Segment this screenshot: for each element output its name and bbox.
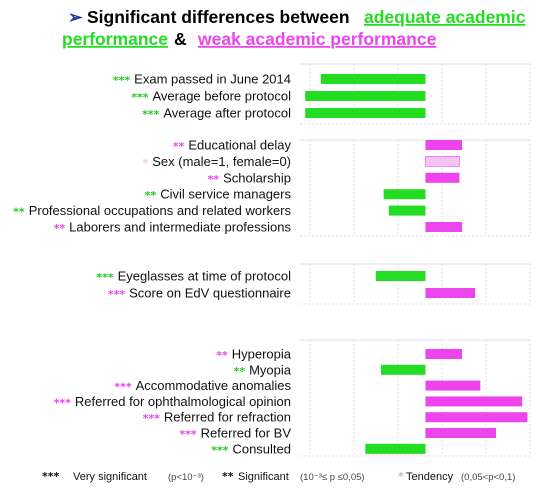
chart-row: Sex (male=1, female=0)* [143,154,460,169]
slide-title: ➢ Significant differences between adequa… [62,7,526,49]
bar-weak [425,349,463,359]
row-label: Consulted [232,441,291,456]
chart-row: Exam passed in June 2014*** [113,72,426,87]
row-label: Exam passed in June 2014 [134,72,291,87]
title-bullet-icon: ➢ [68,7,84,27]
bar-adequate [383,189,426,200]
row-label: Scholarship [223,170,291,185]
row-label: Eyeglasses at time of protocol [118,269,292,284]
bar-weak [425,288,476,298]
significance-stars: ** [208,173,220,186]
chart-row: Average before protocol*** [131,89,426,104]
title-ampersand: & [174,29,187,49]
chart-row: Laborers and intermediate professions** [54,220,463,235]
bar-weak [425,222,463,232]
bar-weak [425,140,463,150]
row-label: Sex (male=1, female=0) [152,154,291,169]
bar-weak [425,396,523,407]
significance-stars: ** [216,349,228,362]
significance-stars: *** [142,108,160,121]
significance-stars: ** [234,365,246,378]
legend-significant-label: Significant [238,471,289,483]
significance-stars: *** [131,91,149,104]
title-text: Significant differences between [87,7,350,27]
row-label: Score on EdV questionnaire [129,286,291,301]
chart-row: Professional occupations and related wor… [13,203,426,219]
significance-stars: ** [173,140,185,153]
bar-adequate [388,205,426,216]
chart-panel-3 [300,263,531,305]
significance-stars: *** [54,396,72,409]
significance-stars: *** [211,444,229,457]
chart-row: Average after protocol*** [142,106,426,121]
legend-tendency-stars: * [398,470,404,483]
legend-tendency-label: Tendency [406,471,454,483]
row-label: Accommodative anomalies [136,378,292,393]
chart-panel-2 [300,139,531,237]
chart-row: Referred for BV *** [179,426,497,441]
chart-row: Hyperopia ** [216,347,463,362]
bar-adequate [320,74,426,84]
bar-weak [425,172,460,183]
chart-row: Referred for ophthalmological opinion*** [54,394,523,409]
row-label: Laborers and intermediate professions [69,220,291,235]
chart-row: Eyeglasses at time of protocol *** [96,269,426,284]
legend-significant-range: (10⁻³≤ p ≤0,05) [300,472,365,483]
title-adequate-link-cont[interactable]: performance [62,29,168,49]
bar-adequate [375,271,426,281]
chart-row: Educational delay** [173,138,463,153]
significance-stars: * [143,156,149,169]
row-label: Referred for BV [201,426,292,441]
bar-weak [425,156,460,167]
row-label: Referred for refraction [164,410,291,425]
title-adequate-link[interactable]: adequate academic [364,7,526,27]
bar-adequate [381,364,426,375]
legend-very-significant-range: (p<10⁻³) [168,472,204,483]
bar-weak [425,412,528,423]
bar-adequate [365,443,426,454]
chart-row: Score on EdV questionnaire*** [108,286,476,301]
significance-stars: *** [143,412,161,425]
chart-panel-1 [300,63,531,125]
chart-row: Myopia** [234,362,426,378]
legend-tendency-range: (0,05<p<0,1) [461,472,515,483]
row-label: Myopia [249,362,292,377]
significance-stars: *** [114,381,132,394]
significance-stars: ** [145,189,157,202]
chart-row: Accommodative anomalies *** [114,378,481,394]
bar-weak [425,428,497,438]
legend-very-significant-label: Very significant [73,471,147,483]
significance-stars: *** [113,74,131,87]
legend-very-significant-stars: *** [42,470,60,483]
row-label: Educational delay [188,138,291,153]
chart-row: Consulted*** [211,441,426,457]
chart-row: Referred for refraction*** [143,410,528,425]
chart-row: Civil service managers** [145,187,426,202]
row-label: Average before protocol [152,89,291,104]
significance-stars: *** [108,288,126,301]
significance-stars: ** [13,206,25,219]
row-label: Professional occupations and related wor… [29,203,292,218]
significance-stars: ** [54,222,66,235]
bar-adequate [305,108,426,118]
row-label: Referred for ophthalmological opinion [75,394,291,409]
legend-significant-stars: ** [222,470,234,483]
significance-stars: *** [179,428,197,441]
title-weak-link[interactable]: weak academic performance [197,29,437,49]
significance-stars: *** [96,271,114,284]
row-label: Average after protocol [163,106,291,121]
bar-adequate [305,91,426,101]
row-label: Civil service managers [160,187,291,202]
legend: *** Very significant (p<10⁻³) ** Signifi… [42,470,515,483]
chart-row: Scholarship** [208,170,460,186]
row-label: Hyperopia [232,347,292,362]
bar-weak [425,380,481,391]
